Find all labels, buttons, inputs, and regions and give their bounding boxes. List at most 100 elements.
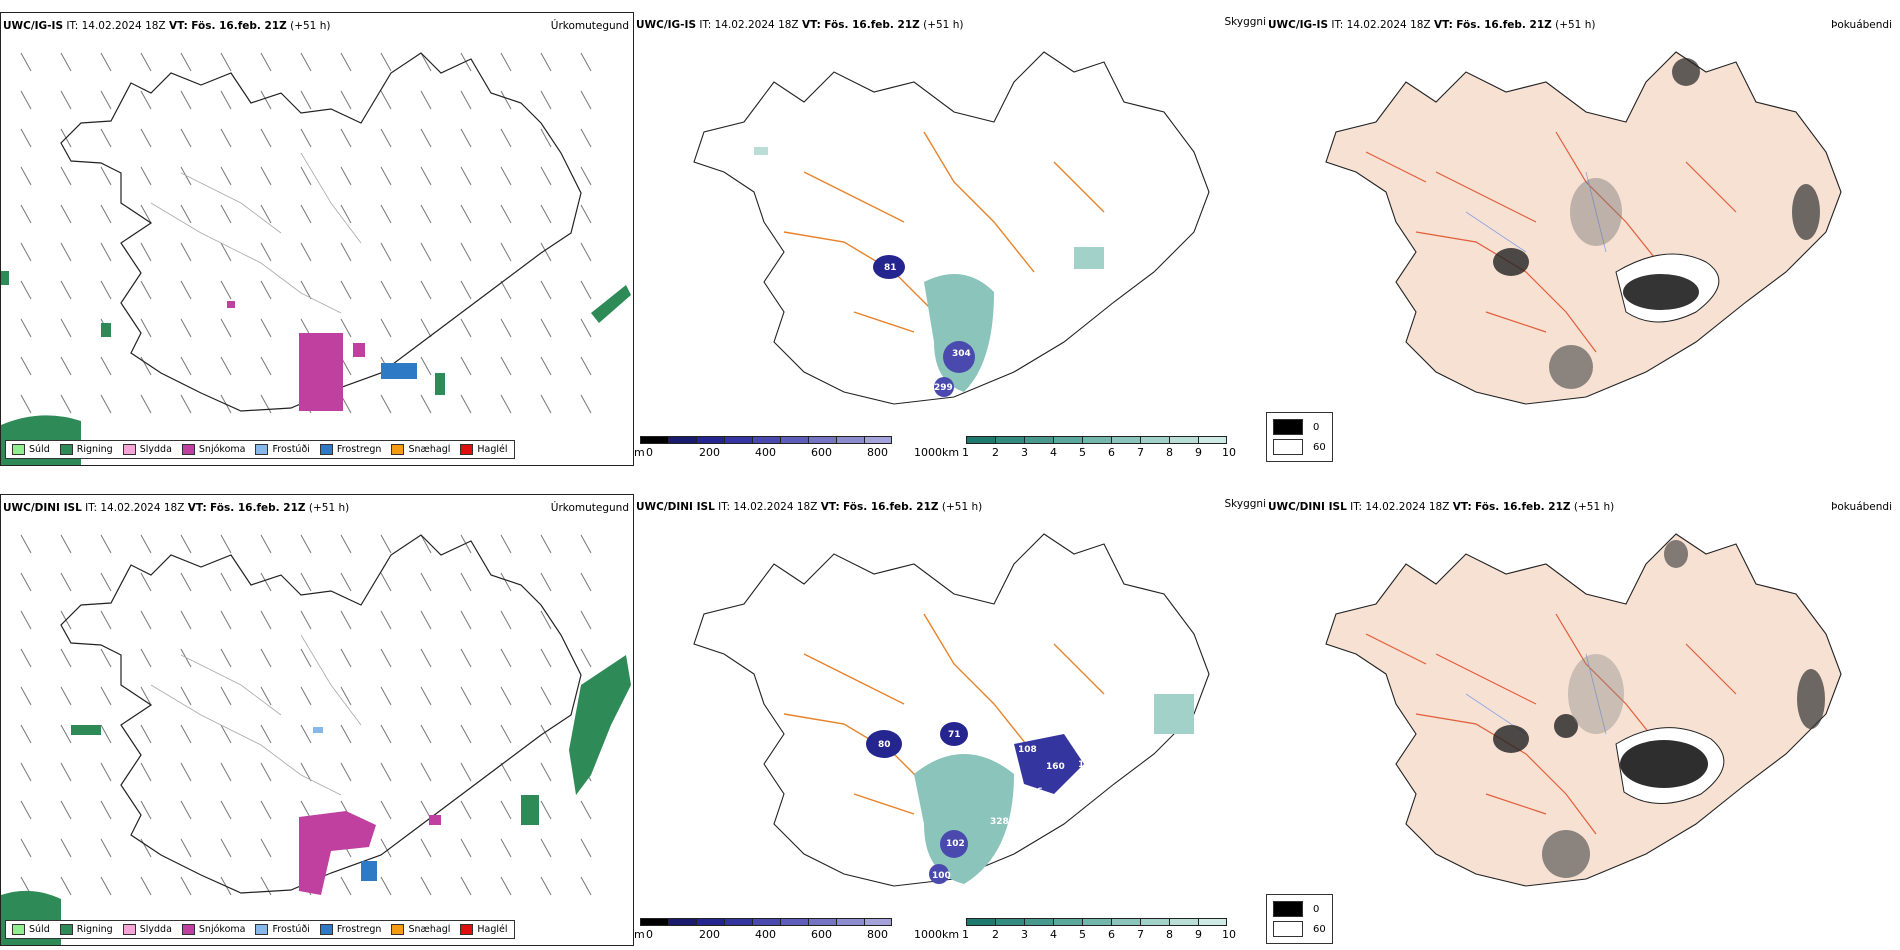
wind-barb bbox=[140, 242, 152, 262]
wind-barb bbox=[300, 204, 312, 224]
wind-barb bbox=[380, 204, 392, 224]
wind-barb bbox=[100, 648, 112, 668]
wind-barb bbox=[500, 356, 512, 376]
wind-barb bbox=[340, 318, 352, 338]
peak-label: 81 bbox=[884, 263, 897, 273]
precip-legend: Súld Rigning Slydda Snjókoma Frostúði Fr… bbox=[5, 440, 515, 459]
wind-barb bbox=[20, 838, 32, 858]
legend-swatch bbox=[391, 924, 405, 935]
colorbar-cell bbox=[836, 918, 864, 926]
wind-barb bbox=[220, 90, 232, 110]
wind-barb bbox=[60, 52, 72, 72]
colorbar-cell bbox=[1053, 436, 1082, 444]
wind-barb bbox=[100, 394, 112, 414]
wind-barb bbox=[420, 686, 432, 706]
panel-label: Úrkomutegund bbox=[550, 502, 629, 514]
colorbar-cell bbox=[1198, 436, 1227, 444]
peak-label: 160 bbox=[1046, 762, 1065, 772]
fog-index-panel-row1: UWC/IG-IS IT: 14.02.2024 18Z VT: Fös. 16… bbox=[1266, 12, 1900, 466]
peak-label: 108 bbox=[1018, 745, 1037, 755]
peak-label: 336 bbox=[1024, 787, 1043, 797]
wind-barb bbox=[580, 572, 592, 592]
wind-barb bbox=[100, 800, 112, 820]
wind-barb bbox=[260, 800, 272, 820]
wind-barb bbox=[60, 648, 72, 668]
legend-item: Snæhagl bbox=[391, 924, 450, 935]
colorbar-cell bbox=[864, 918, 892, 926]
wind-barb bbox=[460, 648, 472, 668]
wind-barb bbox=[60, 280, 72, 300]
wind-barb bbox=[220, 356, 232, 376]
cloudbase-colorbar: m 0 200 400 600 800 1000 bbox=[634, 436, 944, 462]
wind-barb bbox=[140, 166, 152, 186]
colorbar-cell bbox=[1111, 918, 1140, 926]
wind-barb bbox=[420, 242, 432, 262]
wind-barb bbox=[500, 686, 512, 706]
wind-barb bbox=[300, 572, 312, 592]
wind-barb bbox=[580, 318, 592, 338]
wind-barb bbox=[20, 52, 32, 72]
colorbar-cell bbox=[640, 436, 668, 444]
wind-barb bbox=[460, 242, 472, 262]
wind-barb bbox=[100, 52, 112, 72]
wind-barb bbox=[500, 166, 512, 186]
wind-barb bbox=[140, 800, 152, 820]
iceland-map bbox=[1, 52, 631, 465]
wind-barb bbox=[100, 876, 112, 896]
legend-item: Frostúði bbox=[255, 444, 310, 455]
wind-barb bbox=[180, 648, 192, 668]
wind-barb bbox=[100, 610, 112, 630]
wind-barb bbox=[60, 724, 72, 744]
wind-barb bbox=[220, 52, 232, 72]
wind-barb bbox=[20, 800, 32, 820]
colorbar-cell bbox=[836, 436, 864, 444]
wind-barb bbox=[340, 280, 352, 300]
wind-barb bbox=[140, 724, 152, 744]
wind-barb bbox=[460, 166, 472, 186]
wind-barb bbox=[460, 572, 472, 592]
wind-barb bbox=[420, 534, 432, 554]
legend-item: Haglél bbox=[460, 444, 508, 455]
wind-barb bbox=[340, 166, 352, 186]
wind-barb bbox=[180, 356, 192, 376]
wind-barb bbox=[20, 242, 32, 262]
wind-barb bbox=[380, 280, 392, 300]
wind-barb bbox=[420, 762, 432, 782]
wind-barb bbox=[260, 280, 272, 300]
wind-barb bbox=[300, 648, 312, 668]
wind-barb bbox=[380, 90, 392, 110]
wind-barb bbox=[220, 534, 232, 554]
wind-barb bbox=[340, 534, 352, 554]
wind-barb bbox=[580, 838, 592, 858]
wind-barb bbox=[580, 876, 592, 896]
wind-barb bbox=[20, 572, 32, 592]
wind-barb bbox=[100, 762, 112, 782]
wind-barb bbox=[460, 534, 472, 554]
peak-label: 80 bbox=[878, 740, 891, 750]
wind-barb bbox=[20, 280, 32, 300]
wind-barb bbox=[100, 128, 112, 148]
wind-barb bbox=[260, 572, 272, 592]
peak-label: 102 bbox=[946, 839, 965, 849]
wind-barb bbox=[380, 762, 392, 782]
wind-barb bbox=[60, 166, 72, 186]
legend-swatch bbox=[255, 444, 269, 455]
wind-barb bbox=[260, 534, 272, 554]
wind-barb bbox=[580, 394, 592, 414]
wind-barb bbox=[460, 318, 472, 338]
wind-barb bbox=[140, 762, 152, 782]
wind-barb bbox=[540, 648, 552, 668]
fog-index-panel-row2: UWC/DINI ISL IT: 14.02.2024 18Z VT: Fös.… bbox=[1266, 494, 1900, 946]
wind-barb bbox=[420, 394, 432, 414]
legend-item: Súld bbox=[12, 444, 50, 455]
peak-label: 50 bbox=[910, 865, 923, 875]
wind-barb bbox=[180, 242, 192, 262]
wind-barb bbox=[460, 800, 472, 820]
wind-barb bbox=[300, 610, 312, 630]
colorbar-cell bbox=[1053, 918, 1082, 926]
wind-barb bbox=[140, 648, 152, 668]
wind-barb bbox=[300, 128, 312, 148]
wind-barb bbox=[500, 648, 512, 668]
wind-barb bbox=[300, 534, 312, 554]
wind-barb bbox=[60, 356, 72, 376]
